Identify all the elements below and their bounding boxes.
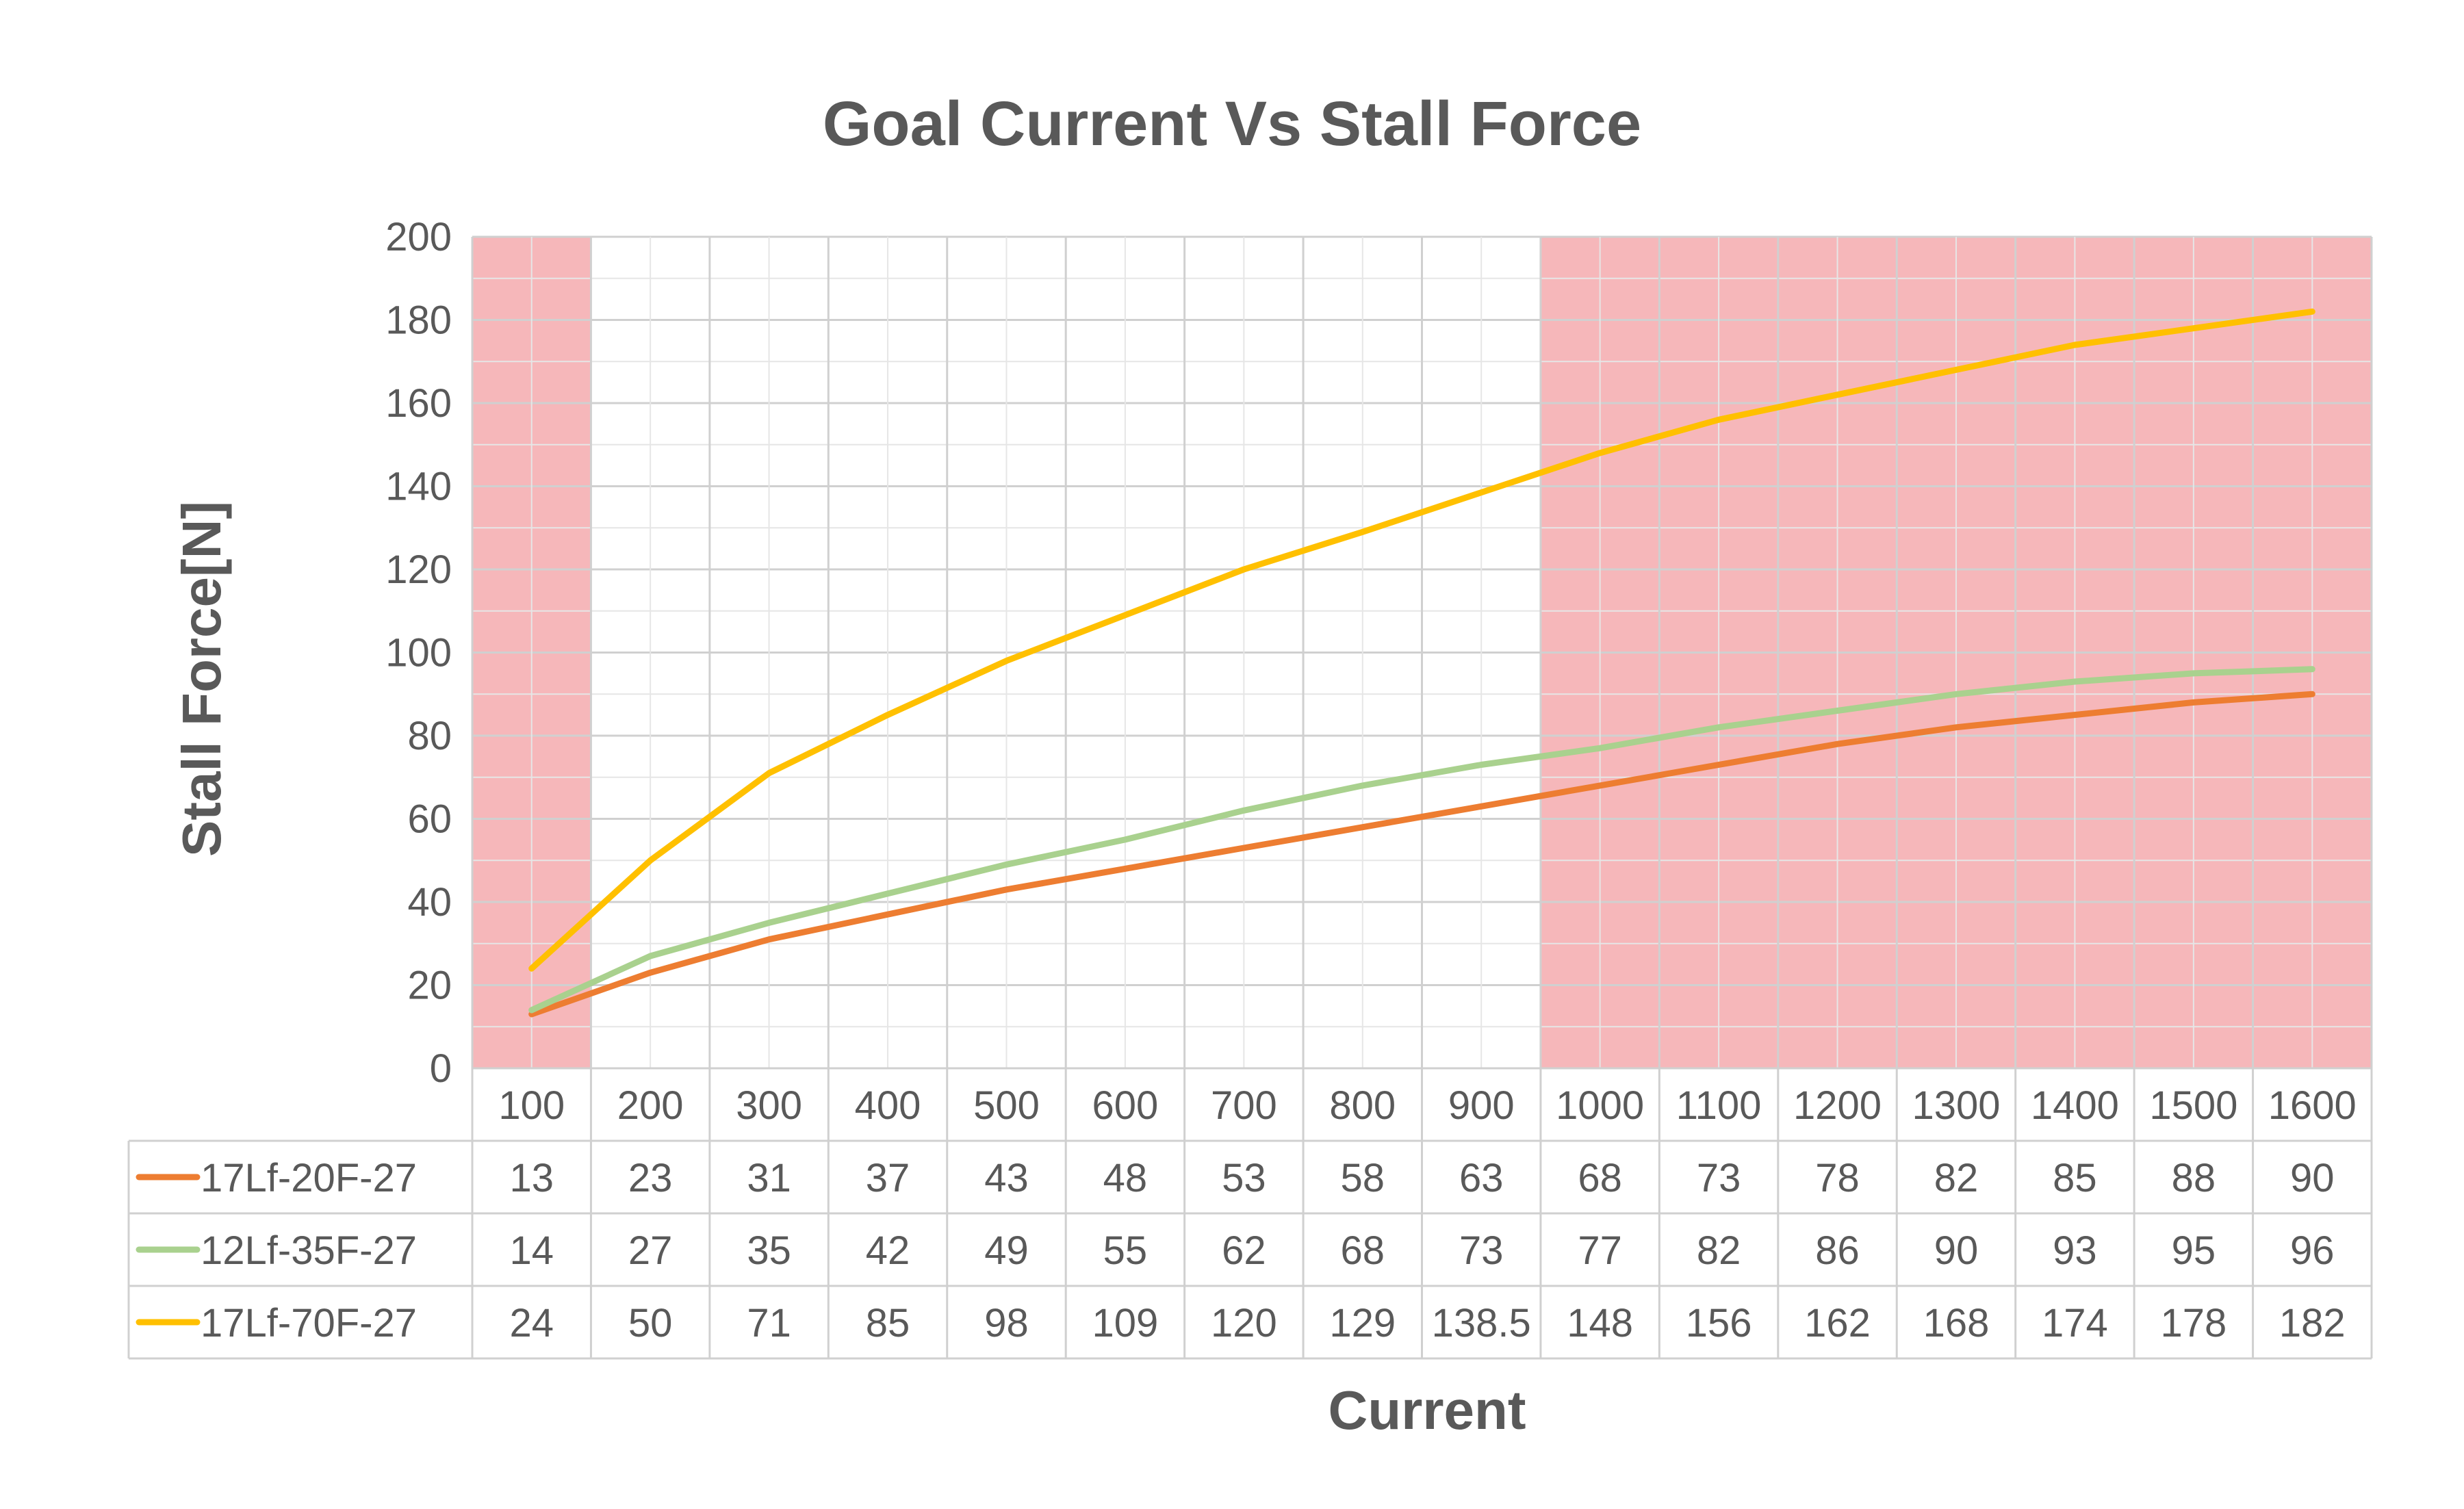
data-table-cell: 62 (1222, 1228, 1266, 1273)
data-table-cell: 73 (1697, 1156, 1741, 1200)
data-table-cell: 90 (2290, 1156, 2335, 1200)
x-tick-label: 1600 (2268, 1083, 2357, 1128)
data-table-cell: 24 (509, 1301, 554, 1345)
data-table-cell: 162 (1804, 1301, 1871, 1345)
x-axis-title: Current (1329, 1380, 1526, 1441)
data-table-cell: 148 (1567, 1301, 1633, 1345)
data-table-cell: 88 (2172, 1156, 2216, 1200)
x-tick-label: 900 (1448, 1083, 1515, 1128)
legend-label: 17Lf-70F-27 (201, 1301, 417, 1345)
data-table-cell: 68 (1578, 1156, 1622, 1200)
data-table-cell: 63 (1459, 1156, 1504, 1200)
data-table-cell: 53 (1222, 1156, 1266, 1200)
x-tick-label: 500 (973, 1083, 1040, 1128)
y-tick-label: 140 (385, 465, 452, 509)
data-table-cell: 86 (1815, 1228, 1860, 1273)
data-table-cell: 109 (1092, 1301, 1159, 1345)
data-table-cell: 14 (509, 1228, 554, 1273)
x-tick-label: 700 (1211, 1083, 1277, 1128)
data-table-cell: 82 (1697, 1228, 1741, 1273)
data-table-cell: 50 (628, 1301, 673, 1345)
x-tick-label: 800 (1329, 1083, 1396, 1128)
series-lines (528, 308, 2315, 1018)
x-tick-label: 400 (855, 1083, 921, 1128)
y-axis: 0 20 40 60 80 100 120 140 160 180 200 (385, 215, 452, 1091)
y-tick-label: 120 (385, 547, 452, 592)
x-tick-label: 100 (498, 1083, 565, 1128)
data-table-cell: 58 (1341, 1156, 1385, 1200)
y-tick-label: 200 (385, 215, 452, 259)
y-tick-label: 180 (385, 298, 452, 343)
series-line-17Lf-20F-27 (528, 691, 2315, 1018)
data-table-cell: 156 (1686, 1301, 1752, 1345)
data-table-cell: 55 (1103, 1228, 1148, 1273)
x-tick-label: 1400 (2031, 1083, 2119, 1128)
data-table-cell: 93 (2053, 1228, 2097, 1273)
data-table-cell: 120 (1211, 1301, 1277, 1345)
data-table-cell: 96 (2290, 1228, 2335, 1273)
data-table-cell: 43 (984, 1156, 1029, 1200)
data-table-cell: 27 (628, 1228, 673, 1273)
data-table-cell: 71 (747, 1301, 791, 1345)
x-tick-label: 1200 (1793, 1083, 1882, 1128)
chart-title: Goal Current Vs Stall Force (823, 89, 1641, 159)
x-tick-label: 1500 (2149, 1083, 2237, 1128)
y-axis-title: Stall Force[N] (171, 501, 232, 857)
data-table: 100 200 300 400 500 600 700 800 900 1000 1100 1200 1… (127, 1067, 2372, 1360)
data-table-cell: 178 (2160, 1301, 2226, 1345)
data-table-cell: 90 (1934, 1228, 1979, 1273)
y-tick-label: 20 (407, 964, 452, 1008)
data-table-cell: 85 (866, 1301, 910, 1345)
y-tick-label: 160 (385, 381, 452, 426)
y-tick-label: 80 (407, 714, 452, 758)
data-table-cell: 129 (1329, 1301, 1396, 1345)
data-table-cell: 174 (2042, 1301, 2108, 1345)
data-table-cell: 138.5 (1432, 1301, 1531, 1345)
data-table-cell: 37 (866, 1156, 910, 1200)
legend-label: 17Lf-20F-27 (201, 1156, 417, 1200)
y-tick-label: 40 (407, 880, 452, 925)
x-tick-label: 300 (736, 1083, 802, 1128)
data-table-cell: 23 (628, 1156, 673, 1200)
x-tick-label: 1000 (1556, 1083, 1644, 1128)
data-table-cell: 35 (747, 1228, 791, 1273)
legend-label: 12Lf-35F-27 (201, 1228, 417, 1273)
data-table-cell: 31 (747, 1156, 791, 1200)
y-tick-label: 0 (430, 1046, 452, 1091)
data-table-cell: 68 (1341, 1228, 1385, 1273)
data-table-cell: 98 (984, 1301, 1029, 1345)
x-tick-label: 1100 (1676, 1083, 1762, 1128)
y-tick-label: 100 (385, 631, 452, 675)
x-tick-label: 600 (1092, 1083, 1159, 1128)
data-table-cell: 13 (509, 1156, 554, 1200)
x-tick-label: 1300 (1912, 1083, 2000, 1128)
x-tick-label: 200 (617, 1083, 684, 1128)
y-tick-label: 60 (407, 797, 452, 842)
data-table-cell: 95 (2172, 1228, 2216, 1273)
data-table-cell: 73 (1459, 1228, 1504, 1273)
data-table-cell: 85 (2053, 1156, 2097, 1200)
series-line-12Lf-35F-27 (528, 666, 2315, 1014)
data-table-cell: 48 (1103, 1156, 1148, 1200)
data-table-cell: 168 (1923, 1301, 1990, 1345)
data-table-cell: 78 (1815, 1156, 1860, 1200)
data-table-cell: 42 (866, 1228, 910, 1273)
data-table-cell: 49 (984, 1228, 1029, 1273)
data-table-cell: 182 (2279, 1301, 2346, 1345)
data-table-cell: 77 (1578, 1228, 1622, 1273)
data-table-cell: 82 (1934, 1156, 1979, 1200)
series-line-17Lf-70F-27 (528, 308, 2315, 972)
